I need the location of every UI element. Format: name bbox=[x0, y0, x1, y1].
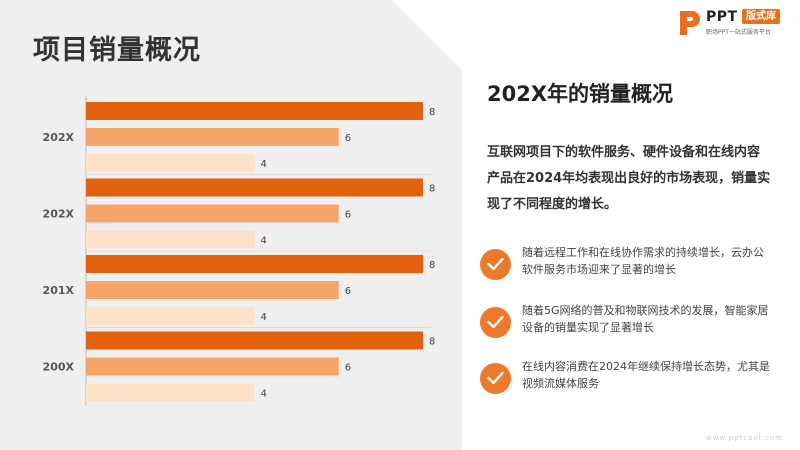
category-tick-label: 201X bbox=[43, 284, 75, 297]
data-label: 8 bbox=[429, 337, 435, 348]
logo-badge: 版式库 bbox=[742, 9, 780, 24]
bullet-item: 在线内容消费在2024年继续保持增长态势，尤其是视频流媒体服务 bbox=[480, 358, 780, 402]
bullet-text: 随着5G网络的普及和物联网技术的发展，智能家居设备的销量实现了显著增长 bbox=[522, 304, 769, 334]
data-label: 4 bbox=[261, 389, 267, 400]
check-circle-icon bbox=[480, 363, 511, 394]
page-title: 项目销量概况 bbox=[33, 35, 201, 66]
data-label: 4 bbox=[261, 159, 267, 170]
bar bbox=[86, 281, 339, 299]
data-label: 6 bbox=[345, 363, 351, 374]
bar bbox=[86, 307, 255, 325]
bullet-item: 随着5G网络的普及和物联网技术的发展，智能家居设备的销量实现了显著增长 bbox=[480, 302, 780, 346]
bar bbox=[86, 102, 423, 120]
brand-logo[interactable]: PPT 版式库 职场PPT一站式服务平台 bbox=[678, 7, 796, 39]
check-circle-icon bbox=[480, 307, 511, 338]
logo-p-icon bbox=[680, 11, 700, 35]
bar bbox=[86, 357, 339, 376]
bar bbox=[86, 383, 255, 402]
data-label: 4 bbox=[261, 312, 267, 323]
data-label: 6 bbox=[345, 210, 351, 221]
bullet-text: 随着远程工作和在线协作需求的持续增长，云办公软件服务市场迎来了显著的增长 bbox=[522, 246, 764, 276]
category-tick-label: 200X bbox=[43, 361, 75, 374]
bar bbox=[86, 255, 423, 273]
category-tick-label: 202X bbox=[43, 131, 75, 144]
bullet-item: 随着远程工作和在线协作需求的持续增长，云办公软件服务市场迎来了显著的增长 bbox=[480, 244, 780, 288]
logo-subtitle: 职场PPT一站式服务平台 bbox=[706, 29, 771, 36]
data-label: 4 bbox=[261, 236, 267, 247]
bar bbox=[86, 128, 339, 146]
section-title: 202X年的销量概况 bbox=[487, 82, 674, 106]
bar bbox=[86, 230, 255, 249]
logo-brand-text: PPT bbox=[706, 9, 738, 25]
bar-chart: 8 6 4 202X 8 6 4 202X 8 6 4 201X 8 6 4 200X bbox=[43, 96, 435, 406]
check-circle-icon bbox=[480, 249, 511, 280]
bar bbox=[86, 154, 255, 172]
bar bbox=[86, 178, 423, 197]
bullet-text: 在线内容消费在2024年继续保持增长态势，尤其是视频流媒体服务 bbox=[522, 360, 770, 390]
section-description: 互联网项目下的软件服务、硬件设备和在线内容产品在2024年均表现出良好的市场表现… bbox=[487, 145, 771, 212]
data-label: 8 bbox=[429, 260, 435, 271]
category-tick-label: 202X bbox=[43, 208, 75, 221]
data-label: 6 bbox=[345, 133, 351, 144]
data-label: 8 bbox=[429, 184, 435, 195]
bar bbox=[86, 331, 423, 350]
data-label: 6 bbox=[345, 286, 351, 297]
bar bbox=[86, 204, 339, 223]
watermark: www.pptcool.com bbox=[706, 434, 783, 442]
data-label: 8 bbox=[429, 107, 435, 118]
